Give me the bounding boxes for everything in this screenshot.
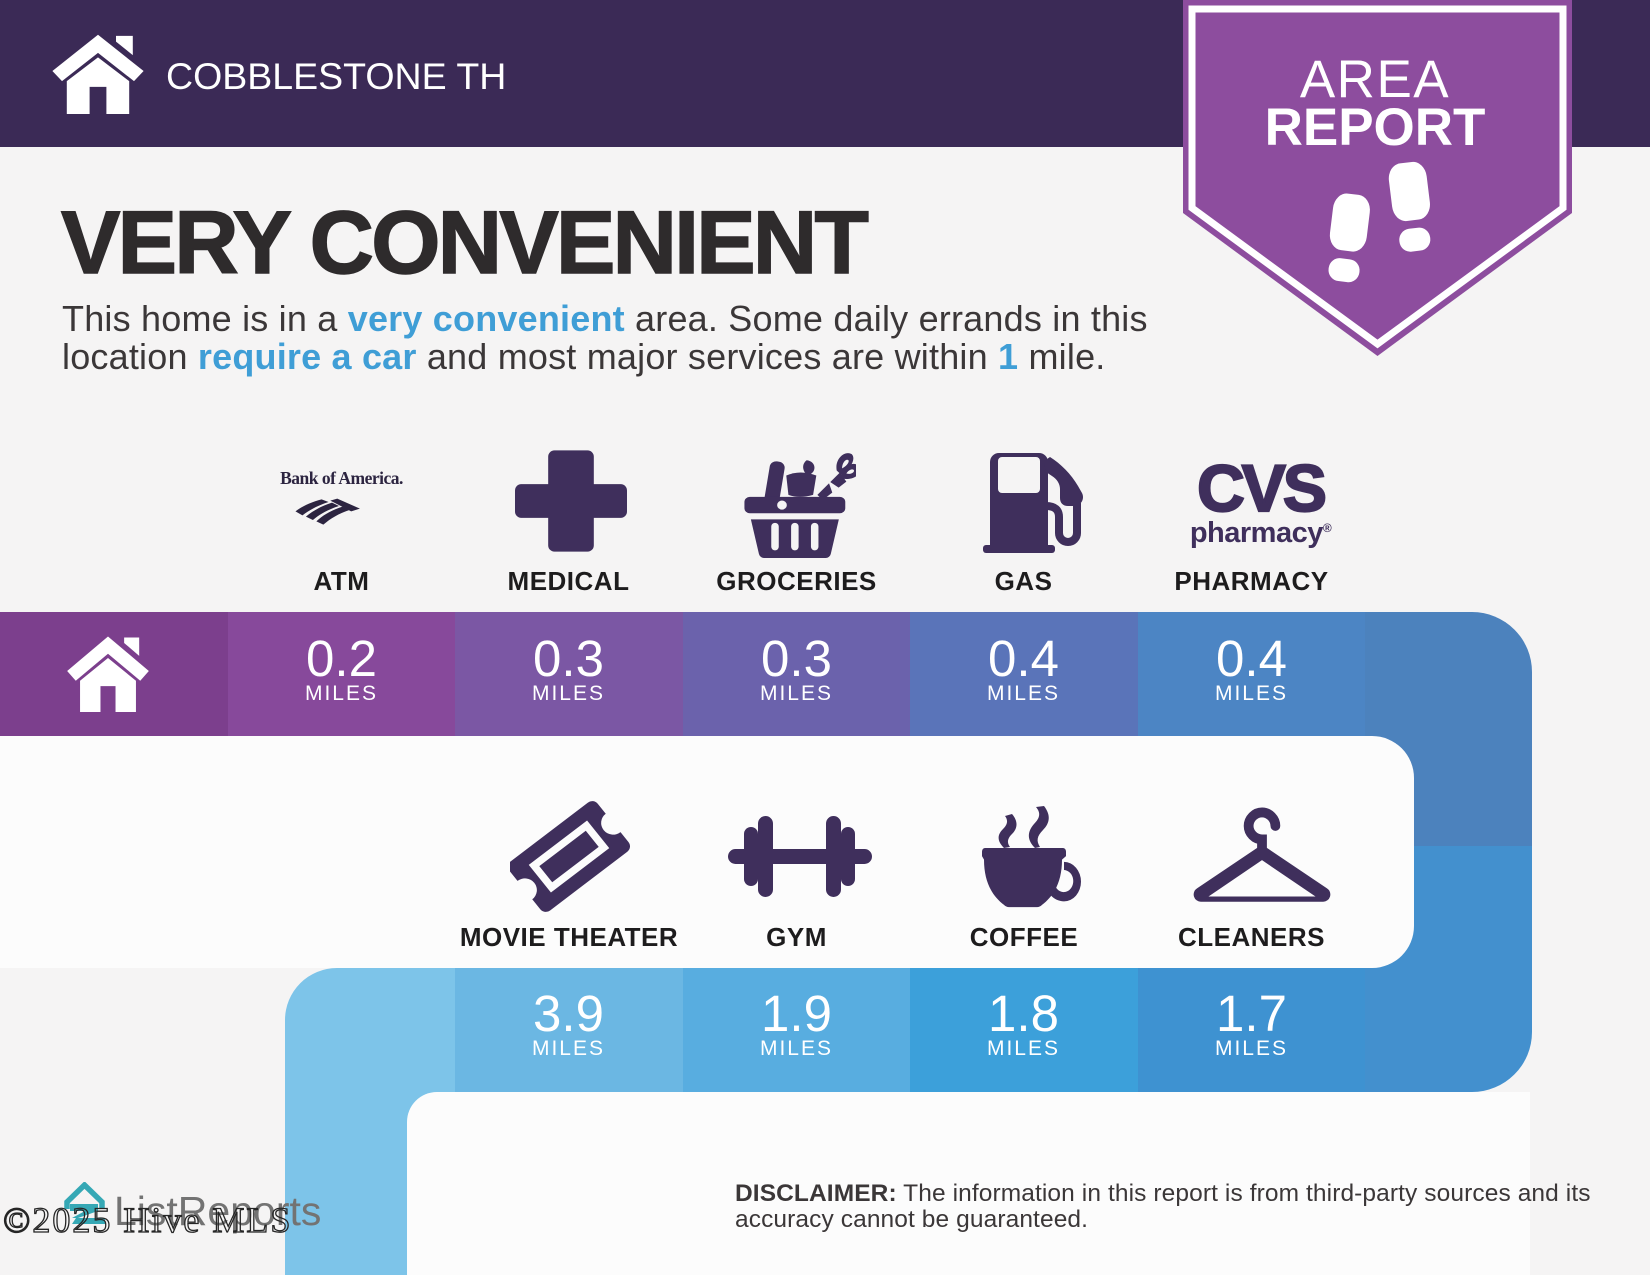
svg-text:REPORT: REPORT [1265, 98, 1486, 157]
svg-text:AREA: AREA [1300, 50, 1450, 109]
